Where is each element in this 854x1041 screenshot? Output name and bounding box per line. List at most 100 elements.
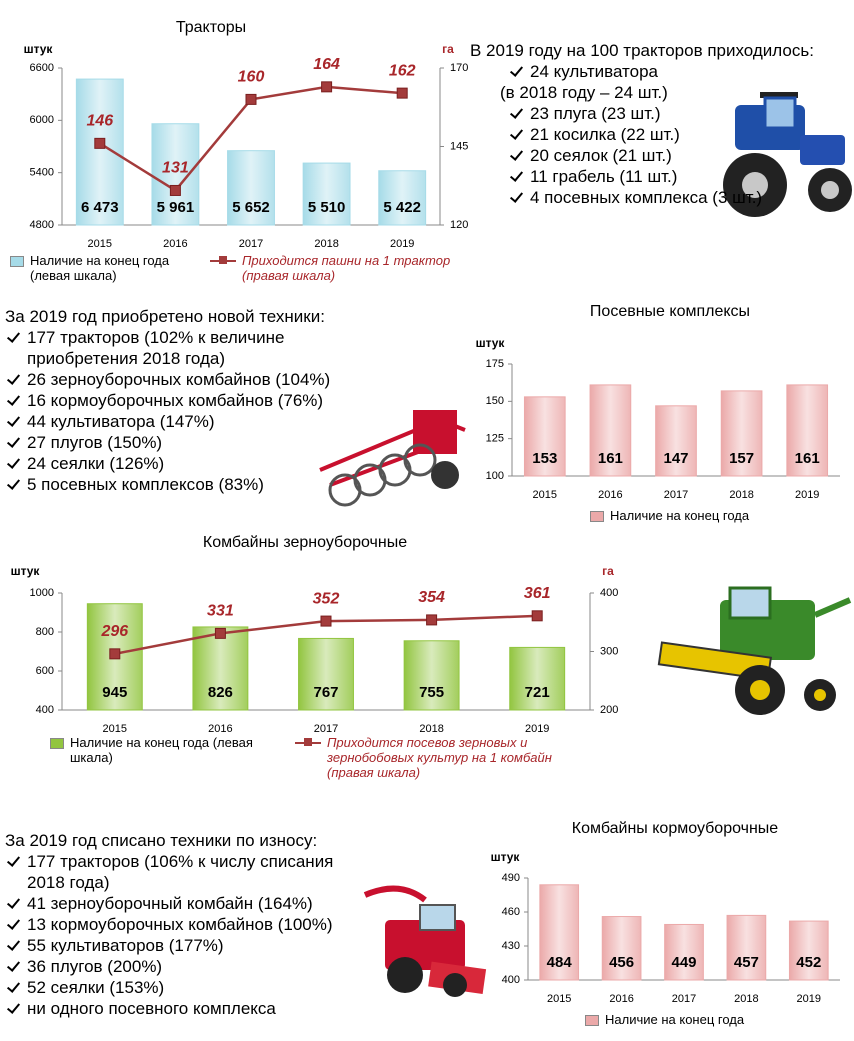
bar-value-label: 161 [795,450,820,467]
bar-value-label: 5 652 [232,199,270,216]
text-block: За 2019 год приобретено новой техники: 17… [5,306,380,495]
list-item-text: 11 грабель (11 шт.) [530,167,678,186]
legend-marker [585,1015,599,1026]
bar [151,123,200,226]
legend-marker-square [219,256,227,264]
list-item-text: 52 сеялки (153%) [27,978,165,997]
x-tick-label: 2015 [103,723,127,735]
list-item: 13 кормоуборочных комбайнов (100%) [5,914,365,935]
list-item: 4 посевных комплекса (3 шт.) [508,187,815,208]
list-item: 52 сеялки (153%) [5,977,365,998]
bar-value-label: 721 [525,684,550,701]
legend-entry: Приходится пашни на 1 трактор (правая шк… [210,253,470,283]
check-mark [6,329,21,343]
text-block-title: За 2019 год приобретено новой техники: [5,307,325,326]
line-marker [320,615,332,627]
y-tick-label: 6600 [30,62,54,74]
bar [664,923,704,981]
list-item-text: 36 плугов (200%) [27,957,163,976]
check-mark [6,895,21,909]
text-block-title: За 2019 год списано техники по износу: [5,831,318,850]
legend-marker [295,738,321,746]
forage-harvester-picture [363,885,487,997]
y-tick-label: 430 [502,940,520,952]
list-item: 16 кормоуборочных комбайнов (76%) [5,390,380,411]
legend-label: Наличие на конец года (левая шкала) [30,253,170,283]
chart-title: Тракторы [176,19,246,36]
bar-value-label: 452 [796,954,821,971]
bar-value-label: 449 [671,954,696,971]
list-item-text: 21 косилка (22 шт.) [530,125,680,144]
list-item-text: 26 зерноуборочных комбайнов (104%) [27,370,331,389]
legend-entry: Наличие на конец года [585,1012,785,1027]
bar-value-label: 456 [609,954,634,971]
bar-value-label: 5 510 [308,199,346,216]
list-item-text: 177 тракторов (102% к величине приобрете… [27,328,285,368]
check-mark [6,979,21,993]
x-tick-label: 2019 [797,993,821,1005]
check-mark [509,168,524,182]
check-mark [6,455,21,469]
check-mark [509,126,524,140]
list-item: 24 сеялки (126%) [5,453,380,474]
bar-value-label: 6 473 [81,199,119,216]
bar-value-label: 5 422 [383,199,421,216]
line-value-label: 354 [418,589,445,606]
legend-marker [210,256,236,264]
bar [403,640,460,711]
y2-tick-label: 200 [600,704,618,716]
legend-label: Приходится посевов зерновых и зернобобов… [327,735,552,780]
y-tick-label: 6000 [30,114,54,126]
list-item-text: 5 посевных комплексов (83%) [27,475,264,494]
bar [601,916,642,981]
y2-axis-label: га [602,564,614,578]
line-value-label: 361 [524,585,551,602]
legend-marker [10,256,24,267]
check-mark [509,105,524,119]
y2-tick-label: 170 [450,62,468,74]
y-tick-label: 175 [486,358,504,370]
line-value-label: 352 [313,590,340,607]
bar [192,626,249,711]
list-item: ни одного посевного комплекса [5,998,365,1019]
list-item: 36 плугов (200%) [5,956,365,977]
bar [655,405,697,477]
check-mark [6,916,21,930]
bar [786,384,829,477]
line-value-label: 164 [313,56,340,73]
bar-value-label: 755 [419,684,444,701]
bar [509,646,566,711]
list-item-text: 55 культиваторов (177%) [27,936,224,955]
bar [302,162,351,226]
x-tick-label: 2017 [672,993,696,1005]
bar-value-label: 153 [532,450,557,467]
line-marker [109,648,121,660]
line-value-label: 146 [86,113,113,130]
y-axis-label: штук [11,564,41,578]
legend-label: Наличие на конец года (левая шкала) [70,735,253,765]
check-mark [6,958,21,972]
check-mark [509,147,524,161]
y-tick-label: 100 [486,470,504,482]
y-tick-label: 400 [502,974,520,986]
y-tick-label: 490 [502,872,520,884]
list-item: 21 косилка (22 шт.) [508,124,815,145]
legend-label: Наличие на конец года [610,508,750,523]
combine-picture [657,586,852,715]
list-item-text: 23 плуга (23 шт.) [530,104,661,123]
bar [788,920,829,981]
bar [523,396,566,477]
line-value-label: 331 [207,603,234,620]
check-mark [6,937,21,951]
text-block: За 2019 год списано техники по износу: 17… [5,830,365,1019]
bar-value-label: 147 [663,450,688,467]
list-item: 55 культиваторов (177%) [5,935,365,956]
list-item: 44 культиватора (147%) [5,411,380,432]
text-block: В 2019 году на 100 тракторов приходилось… [470,40,815,208]
list-item-text: 16 кормоуборочных комбайнов (76%) [27,391,324,410]
x-tick-label: 2017 [664,489,688,501]
y-tick-label: 150 [486,395,504,407]
